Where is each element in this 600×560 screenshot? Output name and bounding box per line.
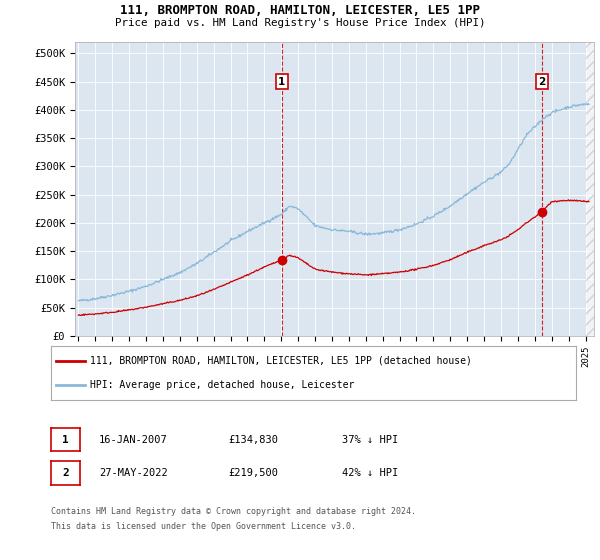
Text: This data is licensed under the Open Government Licence v3.0.: This data is licensed under the Open Gov… bbox=[51, 522, 356, 531]
Text: 27-MAY-2022: 27-MAY-2022 bbox=[99, 468, 168, 478]
Text: 111, BROMPTON ROAD, HAMILTON, LEICESTER, LE5 1PP: 111, BROMPTON ROAD, HAMILTON, LEICESTER,… bbox=[120, 4, 480, 17]
Text: 37% ↓ HPI: 37% ↓ HPI bbox=[342, 435, 398, 445]
Text: £134,830: £134,830 bbox=[228, 435, 278, 445]
Text: 1: 1 bbox=[278, 77, 286, 87]
Text: £219,500: £219,500 bbox=[228, 468, 278, 478]
Text: Price paid vs. HM Land Registry's House Price Index (HPI): Price paid vs. HM Land Registry's House … bbox=[115, 18, 485, 28]
Text: 111, BROMPTON ROAD, HAMILTON, LEICESTER, LE5 1PP (detached house): 111, BROMPTON ROAD, HAMILTON, LEICESTER,… bbox=[91, 356, 472, 366]
Text: Contains HM Land Registry data © Crown copyright and database right 2024.: Contains HM Land Registry data © Crown c… bbox=[51, 507, 416, 516]
Text: 1: 1 bbox=[62, 435, 69, 445]
Text: HPI: Average price, detached house, Leicester: HPI: Average price, detached house, Leic… bbox=[91, 380, 355, 390]
Text: 2: 2 bbox=[62, 468, 69, 478]
Text: 42% ↓ HPI: 42% ↓ HPI bbox=[342, 468, 398, 478]
Text: 2: 2 bbox=[538, 77, 545, 87]
Text: 16-JAN-2007: 16-JAN-2007 bbox=[99, 435, 168, 445]
